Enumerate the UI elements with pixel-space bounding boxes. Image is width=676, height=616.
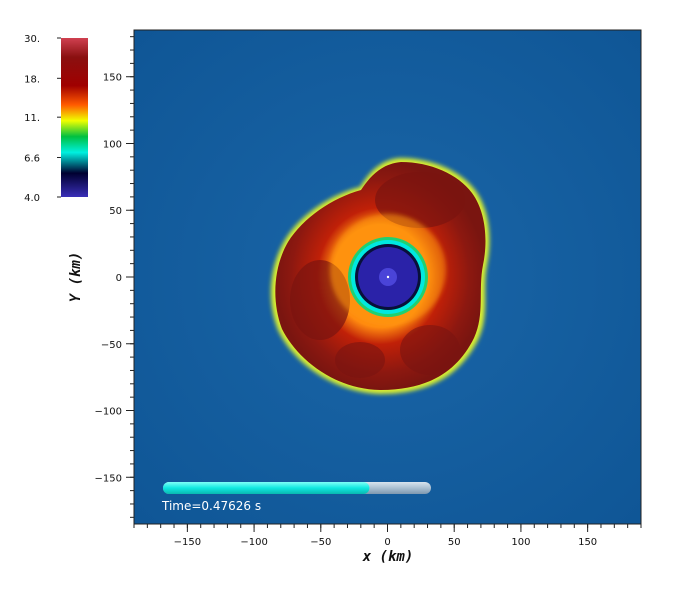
- field-features: [270, 158, 490, 394]
- y-axis: 150 100 50 0 −50 −100 −150: [95, 36, 134, 518]
- colorbar: 30. 18. 11. 6.6 4.0: [24, 34, 88, 204]
- x-tick-label: 100: [511, 537, 530, 548]
- x-tick-label: −50: [310, 537, 331, 548]
- colorbar-tick-label: 6.6: [24, 153, 40, 164]
- time-indicator: Time=0.47626 s: [161, 482, 431, 513]
- x-tick-label: −150: [174, 537, 201, 548]
- x-tick-label: 0: [384, 537, 390, 548]
- x-axis: −150 −100 −50 0 50 100 150: [133, 524, 642, 548]
- y-tick-label: 150: [103, 73, 122, 84]
- y-tick-label: 0: [116, 273, 122, 284]
- y-tick-label: −50: [101, 340, 122, 351]
- y-tick-label: 100: [103, 139, 122, 150]
- colorbar-tick-label: 11.: [24, 113, 40, 124]
- colorbar-ticks: 30. 18. 11. 6.6 4.0: [24, 34, 61, 204]
- x-tick-label: 50: [448, 537, 461, 548]
- time-label: Time=0.47626 s: [161, 499, 261, 513]
- y-tick-label: 50: [109, 206, 122, 217]
- x-tick-label: 150: [578, 537, 597, 548]
- x-tick-label: −100: [240, 537, 267, 548]
- colorbar-gradient: [61, 38, 88, 197]
- y-axis-label: Y (km): [68, 252, 84, 303]
- x-axis-label: x (km): [362, 549, 414, 565]
- time-progress-fill: [163, 482, 370, 494]
- colorbar-tick-label: 4.0: [24, 193, 40, 204]
- y-tick-label: −100: [95, 407, 122, 418]
- y-tick-label: −150: [95, 473, 122, 484]
- colorbar-tick-label: 30.: [24, 34, 40, 45]
- colorbar-tick-label: 18.: [24, 74, 40, 85]
